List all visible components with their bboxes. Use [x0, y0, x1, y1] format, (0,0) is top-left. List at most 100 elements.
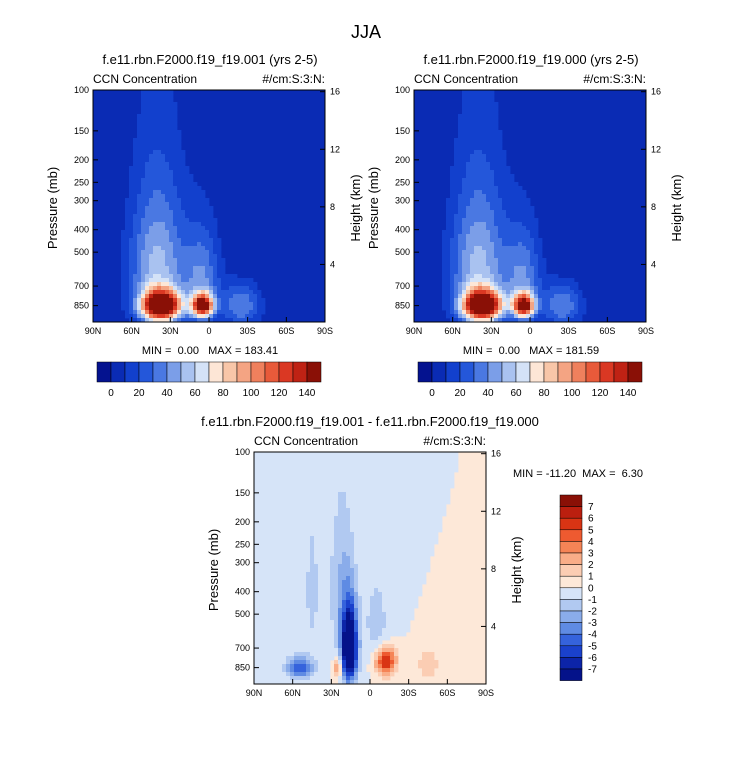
contour-cell [326, 636, 331, 641]
contour-cell [302, 532, 307, 537]
contour-cell [121, 242, 126, 247]
contour-cell [398, 496, 403, 501]
contour-cell [482, 278, 487, 283]
contour-cell [350, 476, 355, 481]
contour-cell [314, 580, 319, 585]
contour-cell [354, 584, 359, 589]
contour-cell [334, 460, 339, 465]
contour-cell [370, 520, 375, 525]
contour-cell [458, 154, 463, 159]
contour-cell [274, 504, 279, 509]
contour-cell [169, 218, 174, 223]
contour-cell [298, 524, 303, 529]
contour-cell [165, 290, 170, 295]
contour-cell [442, 472, 447, 477]
contour-cell [165, 154, 170, 159]
contour-cell [318, 652, 323, 657]
contour-cell [249, 310, 254, 315]
contour-cell [458, 218, 463, 223]
contour-cell [266, 584, 271, 589]
contour-cell [354, 648, 359, 653]
contour-cell [318, 520, 323, 525]
contour-cell [374, 496, 379, 501]
contour-cell [173, 230, 178, 235]
contour-cell [145, 126, 150, 131]
contour-cell [270, 664, 275, 669]
colorbar-swatch [417, 361, 433, 383]
contour-cell [494, 222, 499, 227]
contour-cell [213, 258, 218, 263]
contour-cell [254, 592, 259, 597]
contour-cell [558, 314, 563, 319]
contour-cell [221, 258, 226, 263]
contour-cell [197, 202, 202, 207]
contour-cell [169, 98, 174, 103]
contour-cell [478, 102, 483, 107]
contour-cell [510, 182, 515, 187]
contour-cell [442, 274, 447, 279]
contour-cell [398, 580, 403, 585]
contour-cell [262, 468, 267, 473]
contour-cell [310, 588, 315, 593]
contour-cell [514, 298, 519, 303]
contour-cell [193, 242, 198, 247]
contour-cell [121, 278, 126, 283]
contour-cell [258, 600, 263, 605]
contour-cell [466, 206, 471, 211]
contour-cell [141, 302, 146, 307]
contour-cell [153, 102, 158, 107]
contour-cell [266, 636, 271, 641]
contour-cell [338, 548, 343, 553]
contour-cell [334, 604, 339, 609]
contour-cell [394, 484, 399, 489]
contour-cell [482, 206, 487, 211]
contour-cell [209, 298, 214, 303]
contour-cell [526, 202, 531, 207]
contour-cell [490, 174, 495, 179]
contour-cell [490, 114, 495, 119]
contour-cell [326, 468, 331, 473]
contour-cell [454, 306, 459, 311]
contour-cell [370, 624, 375, 629]
contour-cell [302, 524, 307, 529]
contour-cell [382, 476, 387, 481]
contour-cell [514, 314, 519, 319]
contour-cell [274, 476, 279, 481]
contour-cell [286, 668, 291, 673]
contour-cell [161, 250, 166, 255]
contour-cell [530, 218, 535, 223]
contour-cell [370, 576, 375, 581]
contour-cell [350, 580, 355, 585]
contour-cell [498, 314, 503, 319]
contour-cell [518, 194, 523, 199]
contour-cell [474, 202, 479, 207]
contour-cell [201, 246, 206, 251]
contour-cell [362, 620, 367, 625]
contour-cell [334, 640, 339, 645]
contour-cell [294, 640, 299, 645]
contour-cell [306, 636, 311, 641]
contour-cell [157, 310, 162, 315]
contour-cell [382, 656, 387, 661]
contour-cell [386, 556, 391, 561]
contour-cell [169, 202, 174, 207]
contour-cell [330, 508, 335, 513]
contour-cell [153, 314, 158, 319]
contour-cell [410, 548, 415, 553]
contour-cell [145, 254, 150, 259]
contour-cell [330, 532, 335, 537]
contour-cell [458, 318, 463, 322]
contour-cell [270, 508, 275, 513]
contour-cell [362, 516, 367, 521]
contour-cell [522, 206, 527, 211]
contour-cell [502, 282, 507, 287]
contour-cell [197, 314, 202, 319]
contour-cell [205, 246, 210, 251]
contour-cell [330, 600, 335, 605]
contour-cell [478, 274, 483, 279]
contour-cell [205, 214, 210, 219]
contour-cell [482, 106, 487, 111]
contour-cell [282, 600, 287, 605]
contour-cell [502, 178, 507, 183]
